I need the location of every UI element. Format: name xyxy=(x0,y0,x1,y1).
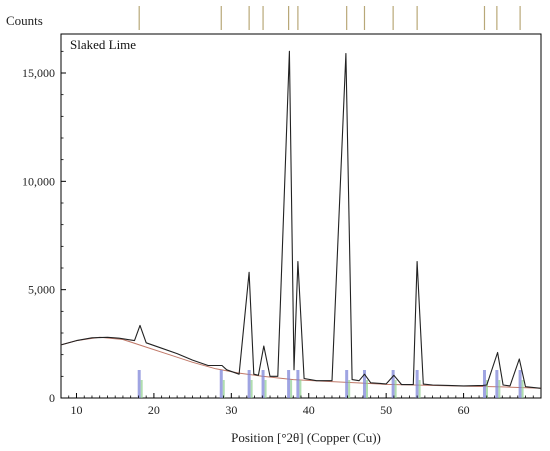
reference-stick-12 xyxy=(518,370,522,398)
y-tick-label-15000: 15,000 xyxy=(22,66,55,80)
reference-stick-5 xyxy=(296,370,300,398)
reference-markers xyxy=(137,370,524,398)
reference-stick-0 xyxy=(137,370,141,398)
reference-stick-alt-10 xyxy=(485,380,488,398)
y-tick-label-10000: 10,000 xyxy=(22,174,55,188)
y-axis-ticks: 0 5,000 10,000 15,000 xyxy=(22,50,66,405)
reference-peak-strip xyxy=(138,6,521,30)
reference-stick-alt-6 xyxy=(348,380,351,398)
pattern-line-0 xyxy=(60,50,542,389)
diffraction-pattern xyxy=(60,50,542,389)
x-axis-ticks: 10 20 30 40 50 60 xyxy=(60,393,534,417)
reference-stick-6 xyxy=(345,370,349,398)
reference-stick-4 xyxy=(287,370,291,398)
reference-stick-3 xyxy=(261,370,265,398)
x-tick-label-20: 20 xyxy=(148,403,160,417)
reference-stick-11 xyxy=(495,370,499,398)
y-axis-title: Counts xyxy=(6,13,43,28)
reference-stick-7 xyxy=(362,370,366,398)
reference-stick-1 xyxy=(219,370,223,398)
x-tick-label-10: 10 xyxy=(70,403,82,417)
x-tick-label-60: 60 xyxy=(458,403,470,417)
reference-stick-alt-4 xyxy=(290,380,293,398)
reference-stick-alt-11 xyxy=(498,380,501,398)
reference-stick-8 xyxy=(391,370,395,398)
y-tick-label-0: 0 xyxy=(49,391,55,405)
reference-stick-alt-0 xyxy=(140,380,143,398)
reference-stick-alt-5 xyxy=(299,380,302,398)
reference-stick-9 xyxy=(415,370,419,398)
reference-stick-2 xyxy=(247,370,251,398)
reference-stick-alt-9 xyxy=(418,380,421,398)
reference-stick-alt-1 xyxy=(222,380,225,398)
reference-stick-alt-7 xyxy=(365,380,368,398)
reference-stick-alt-2 xyxy=(250,380,253,398)
plot-frame xyxy=(60,33,542,399)
x-tick-label-40: 40 xyxy=(303,403,315,417)
reference-stick-10 xyxy=(482,370,486,398)
x-tick-label-50: 50 xyxy=(380,403,392,417)
reference-stick-alt-3 xyxy=(264,380,267,398)
x-tick-label-30: 30 xyxy=(225,403,237,417)
reference-stick-alt-12 xyxy=(521,380,524,398)
y-tick-label-5000: 5,000 xyxy=(28,283,55,297)
chart-title: Slaked Lime xyxy=(70,37,136,52)
x-axis-title: Position [°2θ] (Copper (Cu)) xyxy=(231,430,381,445)
reference-stick-alt-8 xyxy=(394,380,397,398)
